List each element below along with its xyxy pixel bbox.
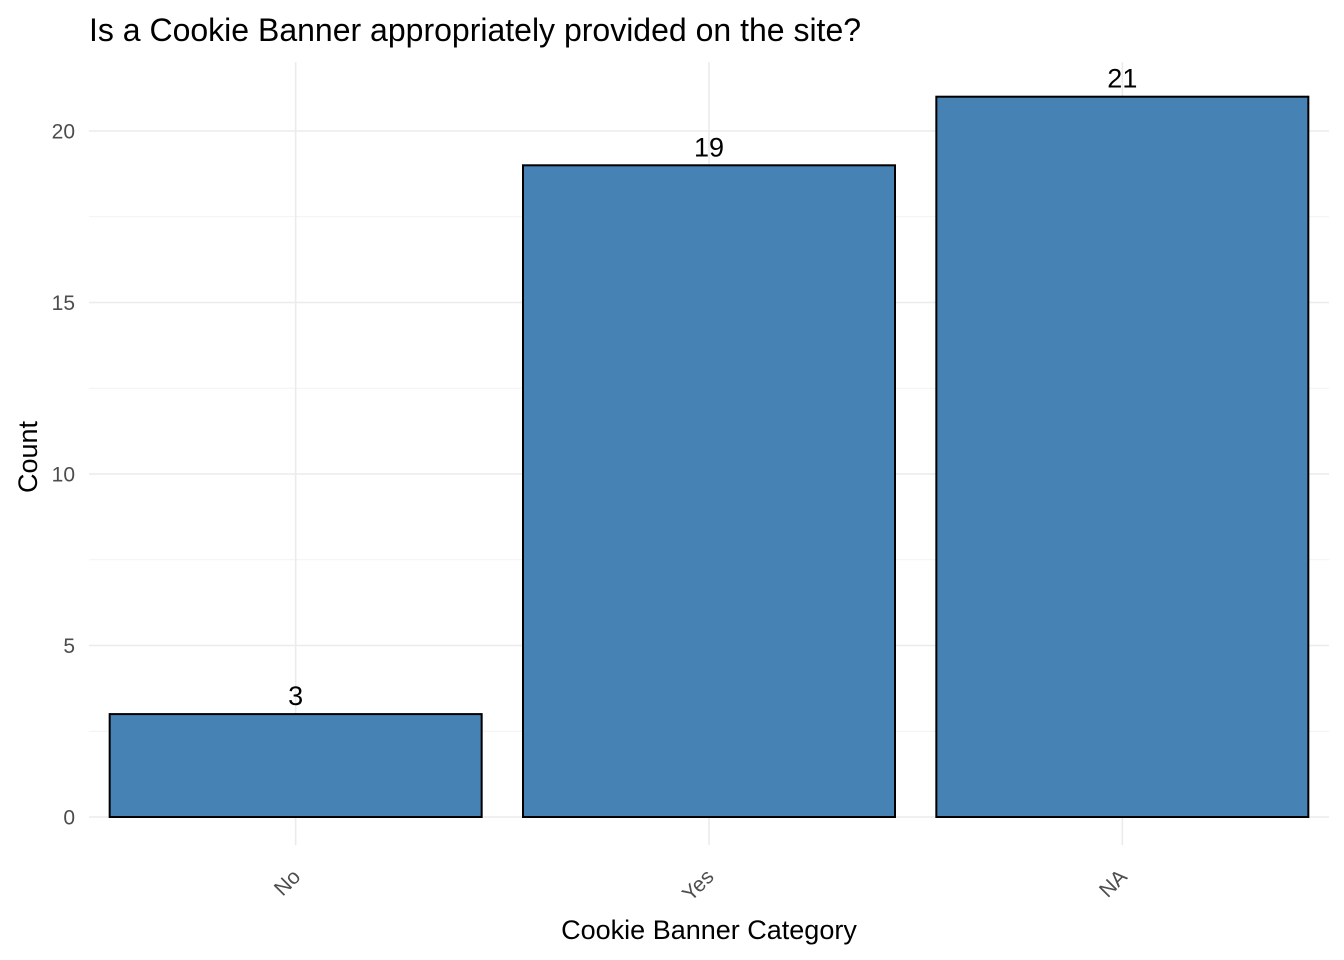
y-tick-label: 10 [52,464,75,487]
x-tick-label: NA [1095,865,1132,902]
x-tick-label: No [270,865,305,900]
bars [108,95,1310,819]
y-axis-title: Count [13,420,43,493]
bar-no [108,713,483,818]
x-tick-label: Yes [678,865,718,905]
x-axis-ticks: No Yes NA [270,865,1132,905]
data-label: 3 [288,681,303,711]
y-tick-label: 0 [63,807,75,830]
chart-title: Is a Cookie Banner appropriately provide… [89,12,861,48]
y-tick-label: 15 [52,292,75,315]
bar-na [935,95,1310,818]
y-tick-label: 20 [52,121,75,144]
bar-yes [522,164,896,819]
y-tick-label: 5 [63,635,75,658]
data-labels: 3 19 21 [288,64,1137,711]
data-label: 19 [694,132,724,162]
x-axis-title: Cookie Banner Category [561,915,857,945]
data-label: 21 [1107,64,1137,94]
y-axis-ticks: 0 5 10 15 20 [52,121,75,830]
